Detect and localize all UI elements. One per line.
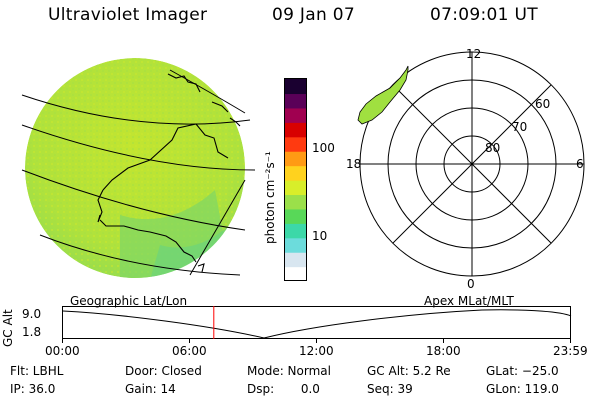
colorbar-band xyxy=(285,252,306,268)
geographic-image xyxy=(21,58,256,278)
status-glat: GLat: −25.0 xyxy=(486,364,559,378)
status-glon: GLon: 119.0 xyxy=(486,382,559,396)
status-dsp: Dsp: 0.0 xyxy=(247,382,320,396)
lat-label-60: 60 xyxy=(535,97,551,111)
altitude-x-tick-1200: 12:00 xyxy=(299,344,334,358)
altitude-y-tick-max: 9.0 xyxy=(22,307,42,321)
mlt-label-0: 0 xyxy=(467,277,475,291)
colorbar xyxy=(284,78,307,282)
colorbar-band xyxy=(285,208,306,224)
colorbar-band xyxy=(285,266,306,282)
status-door: Door: Closed xyxy=(125,364,202,378)
colorbar-tick-100: 100 xyxy=(312,141,335,155)
altitude-x-tick-0600: 06:00 xyxy=(172,344,207,358)
altitude-x-tick-1800: 18:00 xyxy=(426,344,461,358)
lat-label-80: 80 xyxy=(485,141,501,155)
status-mode: Mode: Normal xyxy=(247,364,331,378)
colorbar-band xyxy=(285,136,306,152)
apex-panel-label: Apex MLat/MLT xyxy=(424,294,514,308)
globe-disk xyxy=(25,58,245,278)
apex-auroral-overlay xyxy=(357,65,409,125)
colorbar-band xyxy=(285,194,306,210)
altitude-x-tick-0000: 00:00 xyxy=(45,344,80,358)
status-gain: Gain: 14 xyxy=(125,382,176,396)
colorbar-band xyxy=(285,223,306,239)
altitude-curve xyxy=(62,309,572,339)
lat-label-70: 70 xyxy=(512,120,528,134)
mlt-label-6: 6 xyxy=(576,157,584,171)
altitude-y-tick-min: 1.8 xyxy=(22,325,42,339)
colorbar-band xyxy=(285,237,306,253)
status-filter: Flt: LBHL xyxy=(10,364,64,378)
colorbar-tick-10: 10 xyxy=(312,229,328,243)
mlt-label-12: 12 xyxy=(466,47,482,61)
apex-polar-plot xyxy=(357,51,585,277)
status-ip: IP: 36.0 xyxy=(10,382,56,396)
time: 07:09:01 UT xyxy=(430,5,538,25)
status-seq: Seq: 39 xyxy=(367,382,413,396)
colorbar-band xyxy=(285,107,306,123)
colorbar-band xyxy=(285,79,306,95)
status-gc-alt: GC Alt: 5.2 Re xyxy=(367,364,451,378)
mlt-label-18: 18 xyxy=(346,157,362,171)
colorbar-band xyxy=(285,165,306,181)
colorbar-band xyxy=(285,151,306,167)
lat-lon-grid xyxy=(21,69,256,276)
colorbar-band xyxy=(285,93,306,109)
date: 09 Jan 07 xyxy=(272,5,355,25)
colorbar-band xyxy=(285,180,306,196)
title: Ultraviolet Imager xyxy=(48,5,208,25)
colorbar-band xyxy=(285,122,306,138)
geographic-panel-label: Geographic Lat/Lon xyxy=(70,294,188,308)
colorbar-unit-label: photon cm⁻²s⁻¹ xyxy=(263,151,277,244)
altitude-plot xyxy=(62,306,572,343)
altitude-axis-label: GC Alt xyxy=(1,309,15,347)
coastline xyxy=(97,73,241,273)
altitude-x-tick-2359: 23:59 xyxy=(553,344,588,358)
